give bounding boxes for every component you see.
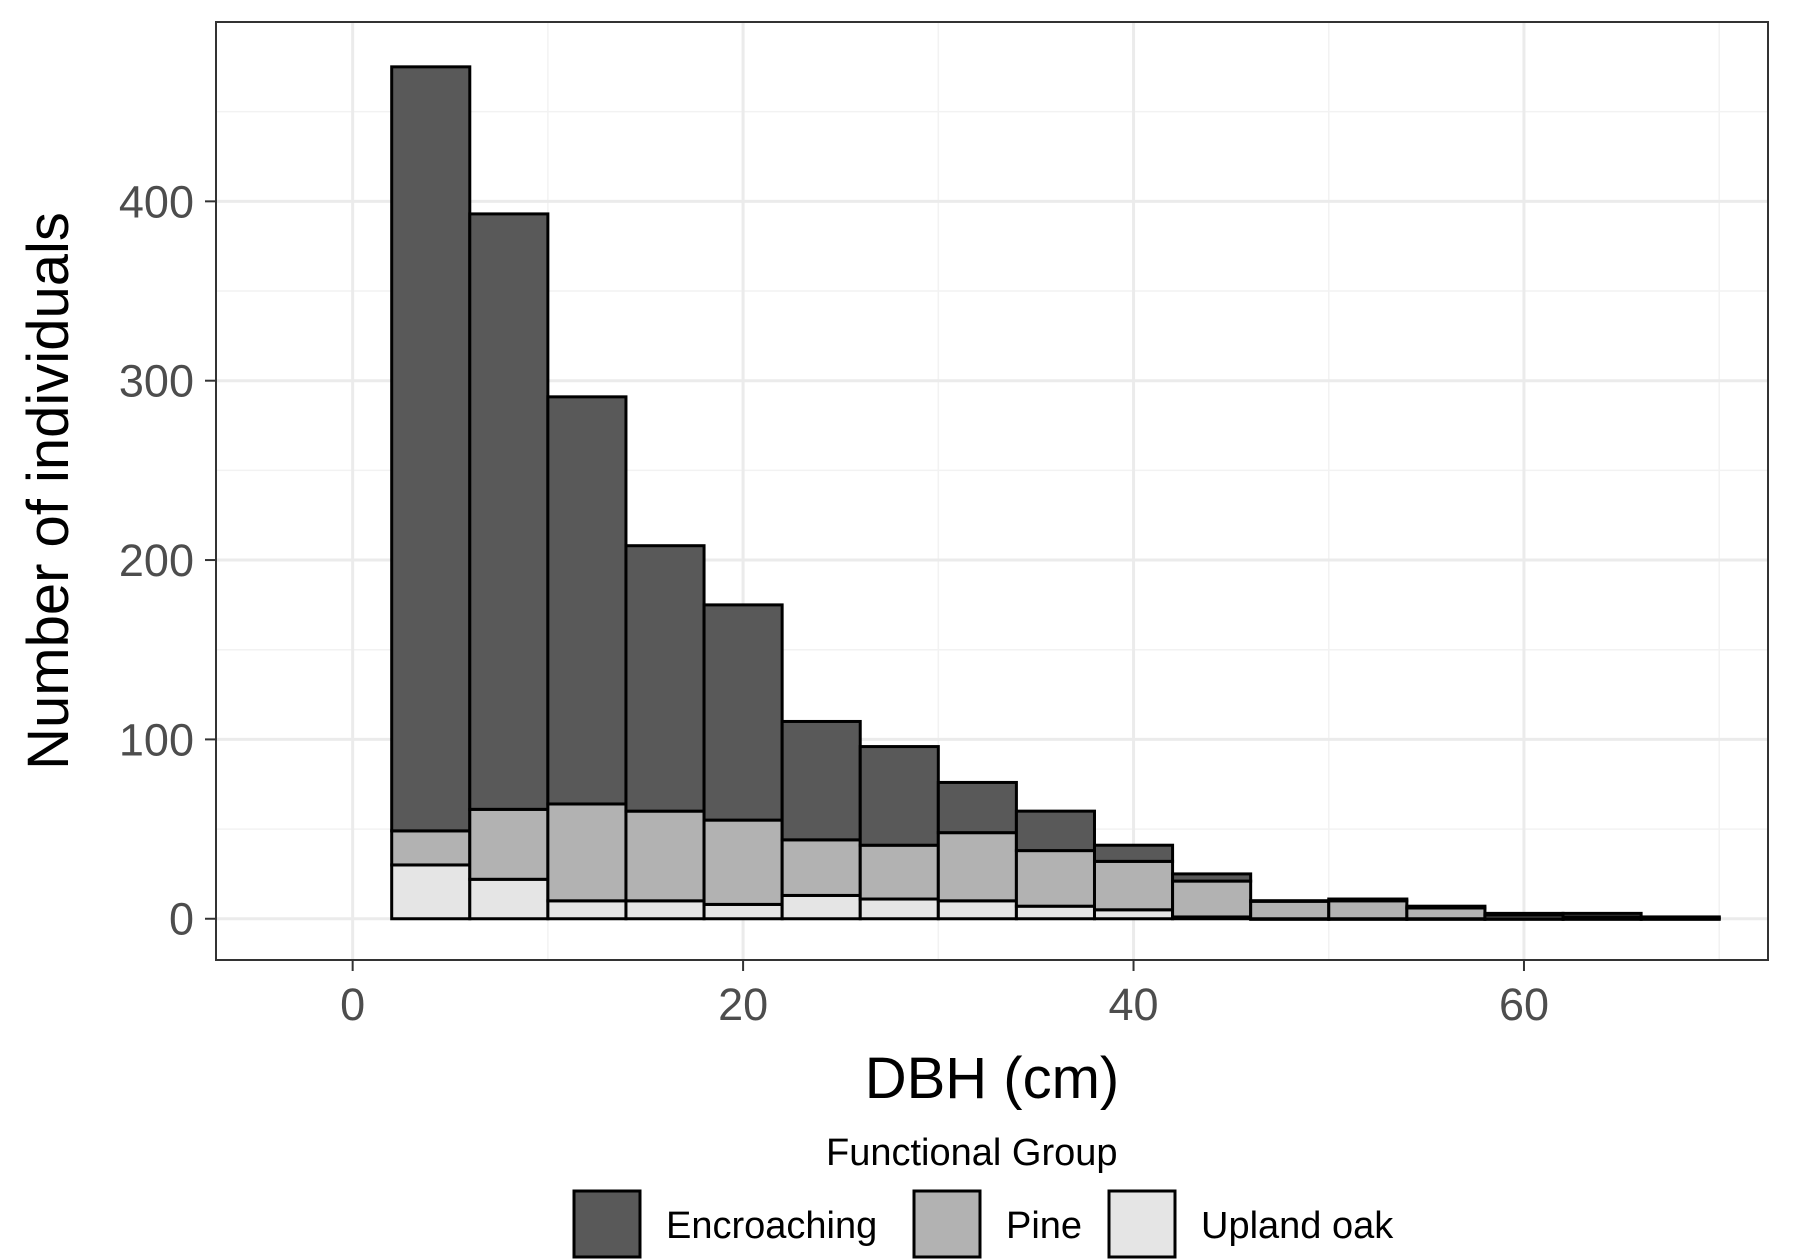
bar-encroaching (858, 745, 940, 847)
legend: Functional Group Encroaching Pine Upland o… (572, 1132, 1394, 1259)
y-tick-label: 300 (119, 356, 194, 407)
bar-pine (624, 809, 706, 903)
bar-encroaching (1327, 897, 1409, 903)
bar-pine (1327, 899, 1409, 921)
y-tick-label: 400 (119, 176, 194, 227)
bar-encroaching (1014, 809, 1096, 853)
bar-encroaching (936, 780, 1018, 835)
bar-pine (1405, 906, 1487, 921)
bar-upland-oak (624, 899, 706, 921)
bar-encroaching (546, 395, 628, 806)
bar-upland-oak (858, 897, 940, 921)
x-tick-label: 60 (1499, 979, 1549, 1030)
bar-encroaching (624, 544, 706, 813)
bar-upland-oak (468, 877, 550, 921)
bar-pine (780, 838, 862, 897)
bar-pine (936, 831, 1018, 903)
bar-encroaching (1092, 843, 1175, 863)
bar-encroaching (702, 603, 784, 822)
x-tick-label: 0 (340, 979, 365, 1030)
bar-upland-oak (702, 902, 784, 921)
x-tick-label: 40 (1109, 979, 1159, 1030)
bar-encroaching (468, 212, 550, 811)
bar-pine (468, 807, 550, 881)
x-axis-title: DBH (cm) (865, 1046, 1120, 1111)
legend-label-encroaching: Encroaching (666, 1205, 877, 1247)
bar-encroaching (1639, 915, 1721, 920)
legend-label-pine: Pine (1006, 1205, 1082, 1247)
legend-key-encroaching (572, 1189, 642, 1259)
legend-label-upland-oak: Upland oak (1201, 1205, 1394, 1247)
bar-pine (1249, 899, 1331, 921)
y-tick-label: 200 (119, 535, 194, 586)
bar-encroaching (390, 65, 472, 833)
plot-panel-border (215, 21, 1769, 961)
bar-encroaching (780, 719, 862, 842)
bar-upland-oak (1014, 904, 1096, 921)
legend-title: Functional Group (826, 1132, 1118, 1174)
bar-pine (546, 802, 628, 903)
x-axis: 0 20 40 60 (340, 960, 1549, 1030)
legend-key-upland-oak (1107, 1189, 1177, 1259)
bars (390, 65, 1721, 921)
y-tick-label: 0 (169, 894, 194, 945)
bar-pine (390, 829, 472, 867)
bar-upland-oak (780, 893, 862, 921)
bar-upland-oak (546, 899, 628, 921)
y-axis-title: Number of individuals (16, 212, 81, 770)
y-axis: 0 100 200 300 400 (119, 176, 216, 945)
bar-pine (1092, 859, 1175, 912)
bar-encroaching (1249, 899, 1331, 903)
bar-pine (858, 843, 940, 901)
bar-encroaching (1561, 911, 1643, 919)
bar-pine (1171, 879, 1253, 919)
bar-pine (1014, 849, 1096, 908)
legend-key-pine (912, 1189, 982, 1259)
bar-upland-oak (390, 863, 472, 921)
bar-encroaching (1483, 911, 1565, 917)
bar-encroaching (1171, 872, 1253, 883)
bar-pine (702, 818, 784, 906)
x-tick-label: 20 (718, 979, 768, 1030)
y-tick-label: 100 (119, 714, 194, 765)
bar-encroaching (1405, 904, 1487, 910)
bar-upland-oak (936, 899, 1018, 921)
